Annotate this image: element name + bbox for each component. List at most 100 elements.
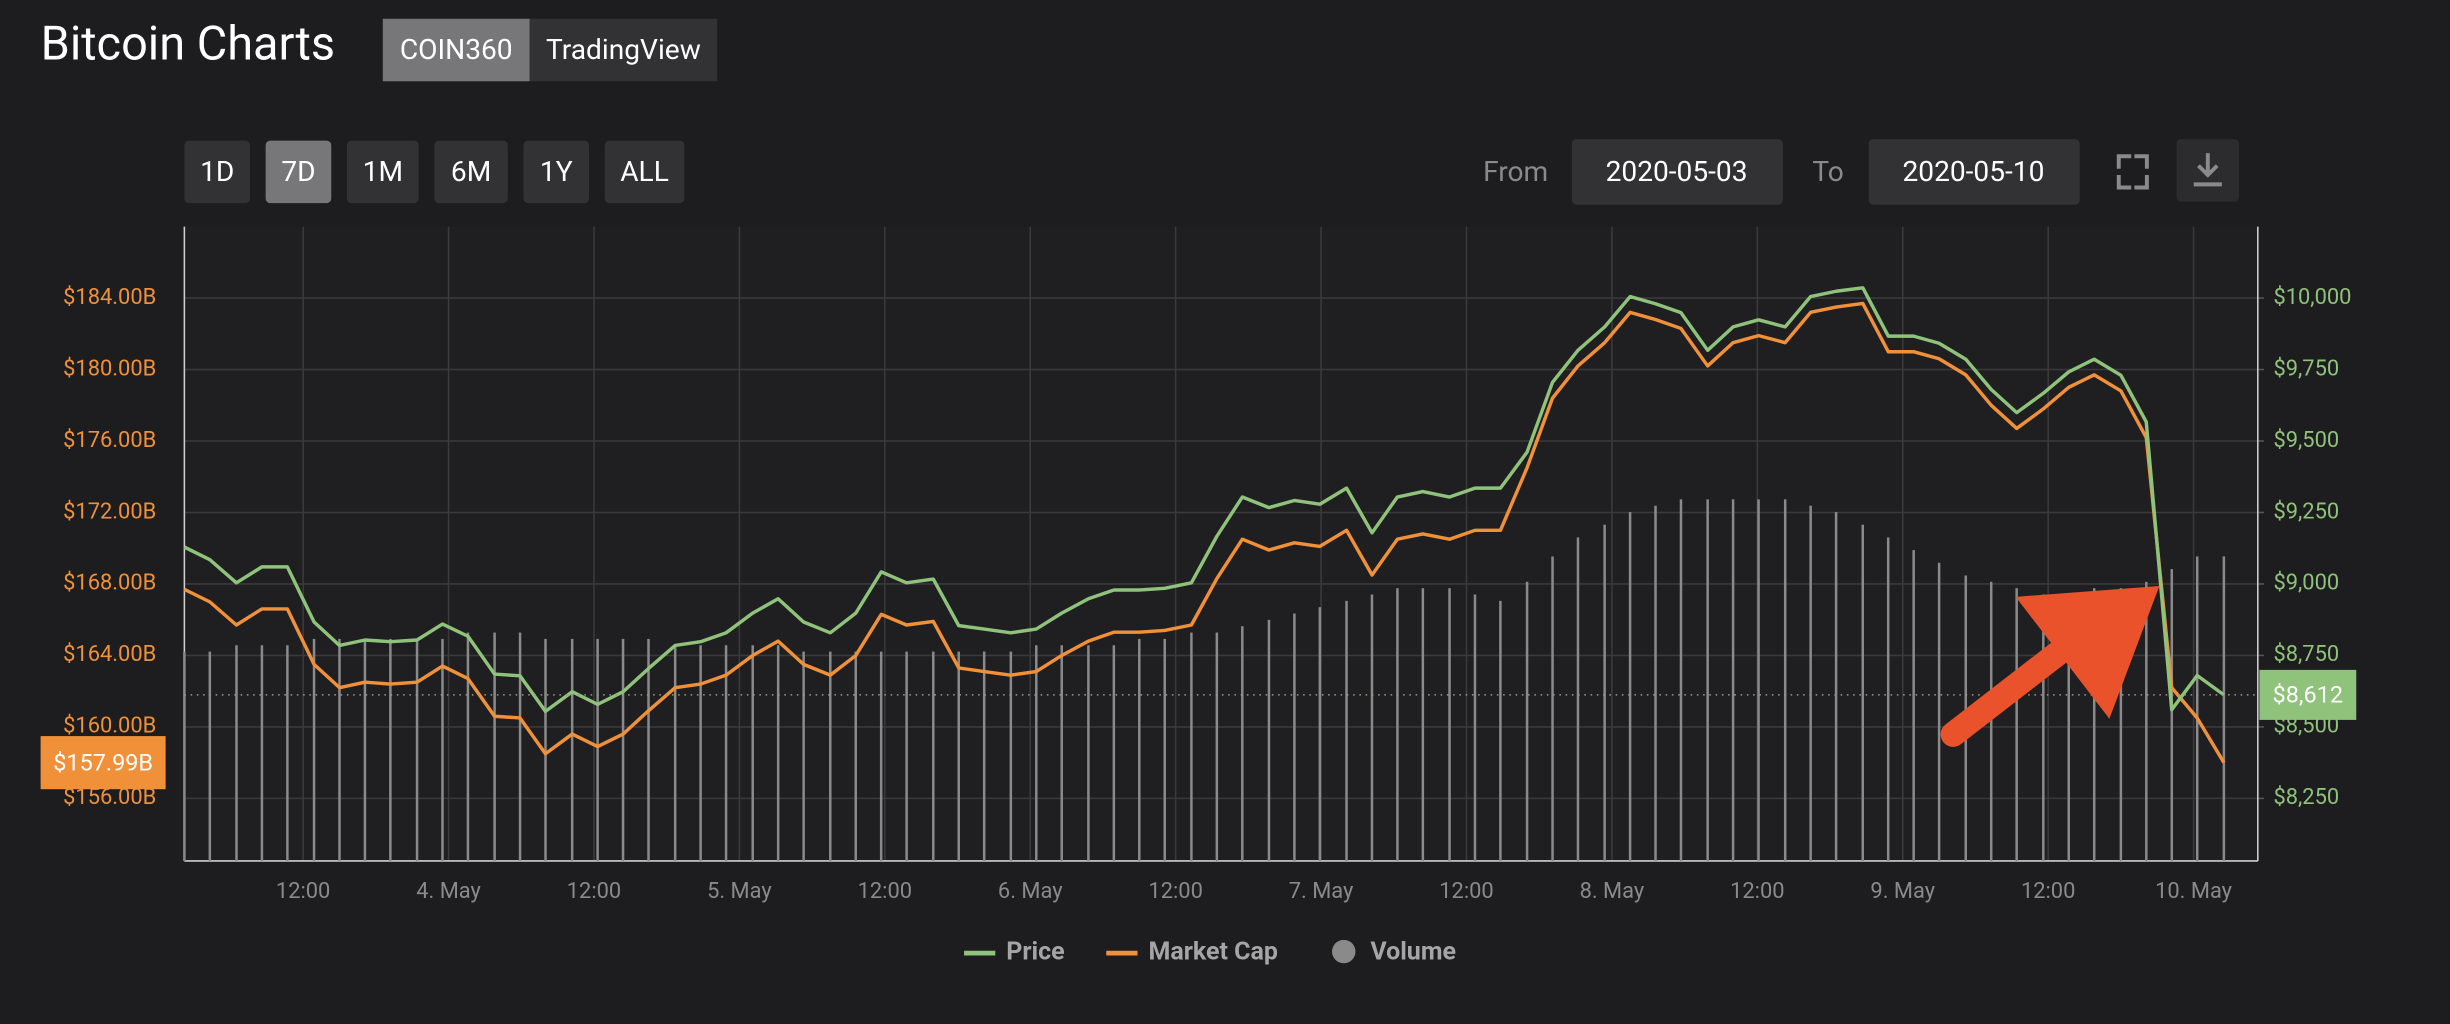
range-button-label: 1D bbox=[200, 155, 234, 188]
volume-bar bbox=[338, 638, 341, 861]
range-button-bg bbox=[346, 140, 419, 204]
arrow-head bbox=[2015, 585, 2160, 719]
x-tick-label: 12:00 bbox=[2021, 879, 2075, 904]
volume-bar bbox=[2067, 594, 2071, 861]
from-label: From bbox=[1483, 155, 1548, 188]
range-button-label: 1M bbox=[363, 155, 403, 188]
volume-bar bbox=[1318, 607, 1322, 861]
range-button[interactable]: 1D bbox=[184, 140, 250, 204]
volume-bar bbox=[1809, 505, 1812, 861]
last-mcap-label: $157.99B bbox=[53, 748, 153, 776]
volume-bar bbox=[1138, 638, 1141, 861]
range-button-bg bbox=[265, 140, 332, 204]
y-tick-label: $164.00B bbox=[63, 642, 156, 667]
volume-bar bbox=[1112, 645, 1116, 861]
volume-bar bbox=[1525, 581, 1529, 861]
source-tab[interactable]: TradingView bbox=[529, 18, 718, 82]
volume-bar bbox=[1499, 600, 1502, 861]
legend-swatch bbox=[1332, 939, 1356, 964]
fullscreen-icon bbox=[2116, 154, 2149, 190]
x-tick-label: 12:00 bbox=[567, 879, 621, 904]
volume-bar bbox=[1241, 626, 1244, 861]
download-button[interactable] bbox=[2176, 139, 2240, 202]
series-line bbox=[183, 301, 2226, 764]
range-button[interactable]: 6M bbox=[434, 140, 508, 204]
volume-bar bbox=[1060, 645, 1063, 861]
y-tick-label: $168.00B bbox=[63, 571, 156, 596]
volume-bar bbox=[2015, 588, 2018, 861]
volume-bar bbox=[905, 651, 908, 861]
source-tab-bg bbox=[382, 18, 530, 82]
volume-bar bbox=[1757, 499, 1760, 861]
source-tab-label: COIN360 bbox=[400, 33, 513, 66]
volume-bar bbox=[1706, 499, 1709, 861]
volume-bar bbox=[1035, 645, 1038, 861]
x-tick-label: 10. May bbox=[2155, 879, 2233, 904]
volume-bar bbox=[1473, 594, 1477, 861]
x-tick-label: 7. May bbox=[1289, 879, 1354, 904]
last-price-label: $8,612 bbox=[2273, 681, 2343, 709]
volume-bar bbox=[570, 638, 574, 861]
download-icon bbox=[2193, 153, 2222, 187]
volume-bar bbox=[518, 632, 522, 861]
volume-bar bbox=[2222, 556, 2226, 861]
range-button-bg bbox=[523, 140, 590, 204]
y2-tick-label: $9,000 bbox=[2273, 571, 2339, 596]
to-date[interactable]: 2020-05-10 bbox=[1868, 139, 2080, 205]
volume-bar bbox=[1163, 638, 1166, 861]
volume-bar bbox=[982, 651, 986, 861]
x-tick-label: 5. May bbox=[707, 879, 772, 904]
range-button[interactable]: 7D bbox=[265, 140, 332, 204]
volume-bar bbox=[183, 651, 186, 861]
volume-bar bbox=[1396, 588, 1399, 861]
volume-bar bbox=[1448, 588, 1451, 861]
source-tab[interactable]: COIN360 bbox=[382, 18, 530, 82]
range-button-label: 1Y bbox=[540, 155, 573, 188]
y2-tick-label: $9,250 bbox=[2273, 499, 2339, 524]
from-date-text: 2020-05-03 bbox=[1606, 155, 1748, 188]
volume-bar bbox=[1603, 524, 1606, 861]
volume-bar bbox=[208, 651, 212, 861]
x-tick-label: 8. May bbox=[1580, 879, 1645, 904]
volume-bar bbox=[1834, 512, 1838, 861]
legend-item[interactable]: Market Cap bbox=[1106, 938, 1278, 967]
volume-bar bbox=[673, 645, 677, 861]
volume-bar bbox=[1421, 588, 1425, 861]
volume-bar bbox=[1628, 512, 1632, 861]
legend-item[interactable]: Price bbox=[964, 938, 1065, 967]
range-button[interactable]: ALL bbox=[604, 140, 685, 204]
plot-area bbox=[184, 226, 2258, 861]
range-button[interactable]: 1M bbox=[346, 140, 419, 204]
y2-tick-label: $10,000 bbox=[2273, 285, 2351, 310]
x-tick-label: 4. May bbox=[416, 879, 481, 904]
y-tick-label: $176.00B bbox=[63, 428, 156, 453]
y2-tick-label: $8,750 bbox=[2273, 642, 2339, 667]
arrow-shaft bbox=[1940, 631, 2083, 747]
volume-bar bbox=[1861, 524, 1865, 861]
volume-bar bbox=[493, 632, 496, 861]
volume-bar bbox=[724, 645, 728, 861]
from-date[interactable]: 2020-05-03 bbox=[1571, 139, 1783, 205]
y-tick-label: $156.00B bbox=[63, 785, 156, 810]
fullscreen-button[interactable] bbox=[2116, 154, 2149, 190]
volume-bar bbox=[286, 645, 289, 861]
y2-tick-label: $8,250 bbox=[2273, 785, 2339, 810]
volume-bar bbox=[596, 638, 599, 861]
volume-bar bbox=[829, 651, 832, 861]
legend-label: Price bbox=[1006, 938, 1064, 967]
volume-bar bbox=[1576, 537, 1580, 861]
legend-label: Volume bbox=[1370, 938, 1456, 967]
volume-bar bbox=[1989, 581, 1993, 861]
range-button[interactable]: 1Y bbox=[523, 140, 590, 204]
volume-bar bbox=[466, 632, 470, 861]
volume-bar bbox=[260, 645, 264, 861]
x-tick-label: 12:00 bbox=[276, 879, 330, 904]
volume-bar bbox=[1215, 632, 1219, 861]
volume-bar bbox=[1731, 499, 1735, 861]
volume-bar bbox=[647, 638, 650, 861]
range-button-label: 6M bbox=[451, 155, 491, 188]
volume-bar bbox=[751, 645, 754, 861]
y-tick-label: $172.00B bbox=[63, 499, 156, 524]
legend-item[interactable]: Volume bbox=[1332, 938, 1456, 967]
